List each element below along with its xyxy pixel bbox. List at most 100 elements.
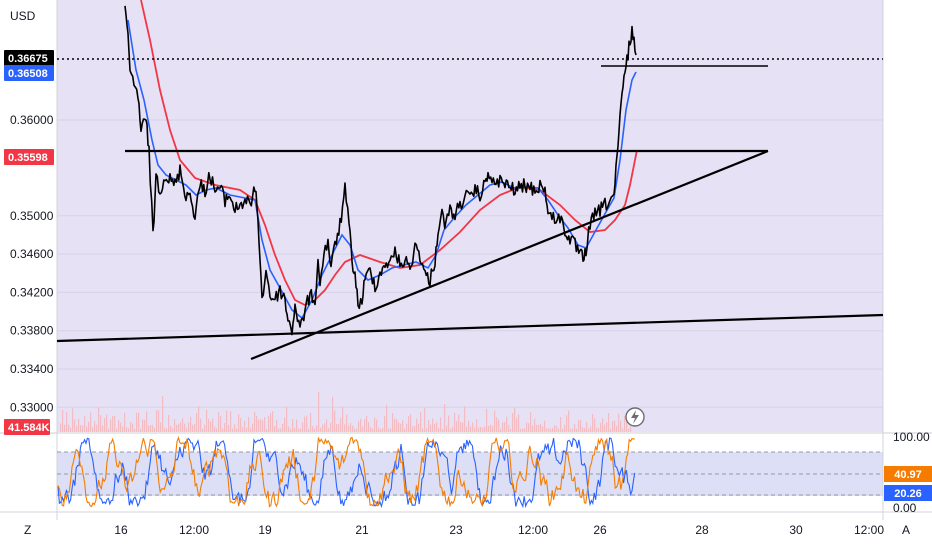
auto-scale-button[interactable]: A (902, 523, 910, 537)
volume-bar (350, 423, 352, 432)
volume-bar (238, 414, 240, 432)
volume-bar (490, 424, 492, 432)
volume-bar (514, 407, 516, 432)
volume-badge: 41.584K (4, 419, 50, 435)
volume-bar (528, 423, 530, 432)
volume-bar (268, 415, 270, 432)
volume-bar (322, 424, 324, 432)
volume-bar (320, 427, 322, 432)
volume-bar (308, 428, 310, 432)
volume-bar (298, 428, 300, 432)
volume-bar (464, 406, 466, 432)
volume-bar (98, 407, 100, 432)
volume-bars (60, 392, 632, 432)
volume-bar (176, 424, 178, 432)
volume-bar (252, 423, 254, 432)
volume-bar (582, 427, 584, 432)
volume-bar (598, 428, 600, 432)
volume-bar (626, 421, 628, 432)
volume-bar (624, 415, 626, 432)
volume-bar (502, 422, 504, 432)
volume-bar (616, 425, 618, 432)
volume-bar (292, 419, 294, 432)
volume-bar (88, 421, 90, 432)
volume-bar (396, 419, 398, 432)
volume-bar (84, 416, 86, 432)
volume-bar (86, 426, 88, 432)
volume-bar (562, 428, 564, 432)
volume-bar (218, 412, 220, 432)
volume-bar (372, 428, 374, 432)
volume-bar (136, 412, 138, 432)
osc-d-badge: 40.97 (884, 466, 932, 482)
slow-ema-badge-bg (4, 149, 54, 165)
currency-label: USD (10, 9, 36, 23)
volume-bar (206, 409, 208, 432)
volume-bar (184, 423, 186, 432)
volume-bar (124, 412, 126, 432)
volume-bar (450, 428, 452, 432)
volume-bar (226, 410, 228, 432)
volume-bar (174, 419, 176, 432)
y-tick-label: 0.34600 (10, 247, 54, 261)
volume-bar (214, 426, 216, 432)
lightning-icon-bolt (631, 410, 639, 424)
volume-bar (548, 428, 550, 432)
volume-bar (370, 427, 372, 432)
volume-bar (278, 428, 280, 432)
zoom-button[interactable]: Z (24, 523, 31, 537)
support-trendline[interactable] (56, 313, 884, 343)
volume-bar (256, 416, 258, 432)
volume-bar (344, 424, 346, 432)
volume-bar (494, 410, 496, 432)
last-price-badge-bg (4, 50, 54, 66)
volume-bar (630, 426, 632, 432)
volume-bar (234, 424, 236, 432)
volume-bar (564, 424, 566, 432)
volume-bar (78, 418, 80, 432)
volume-bar (474, 427, 476, 432)
volume-bar (574, 424, 576, 432)
volume-bar (506, 416, 508, 432)
volume-bar (622, 428, 624, 432)
volume-bar (154, 427, 156, 432)
fast-ema-badge-bg (4, 65, 54, 81)
lightning-icon[interactable] (625, 407, 645, 427)
volume-bar (498, 419, 500, 432)
volume-bar (628, 428, 630, 432)
volume-bar (236, 428, 238, 432)
y-tick-label: 0.33400 (10, 362, 54, 376)
volume-bar (340, 418, 342, 432)
osc-tick-100: 100.00 (893, 430, 930, 444)
volume-bar (610, 428, 612, 432)
volume-bar (432, 418, 434, 432)
volume-bar (272, 411, 274, 432)
volume-bar (168, 415, 170, 432)
volume-bar (104, 418, 106, 432)
volume-bar (192, 424, 194, 432)
volume-bar (504, 422, 506, 432)
volume-bar (106, 414, 108, 432)
volume-bar (446, 425, 448, 432)
volume-bar (586, 422, 588, 432)
volume-bar (392, 413, 394, 432)
y-tick-label: 0.33800 (10, 324, 54, 338)
volume-bar (456, 421, 458, 432)
volume-bar (508, 425, 510, 432)
volume-bar (358, 421, 360, 432)
rising-trendline[interactable] (250, 149, 769, 361)
volume-bar (134, 428, 136, 432)
volume-bar (74, 419, 76, 432)
x-tick-label: 23 (449, 523, 463, 537)
volume-bar (478, 427, 480, 432)
volume-bar (530, 412, 532, 432)
volume-bar (224, 422, 226, 432)
volume-bar (442, 428, 444, 432)
volume-bar (240, 418, 242, 432)
volume-bar (108, 428, 110, 432)
volume-bar (166, 428, 168, 432)
volume-bar (398, 422, 400, 432)
fast-ema-badge: 0.36508 (4, 65, 54, 81)
volume-badge-bg (4, 419, 50, 435)
volume-bar (286, 407, 288, 432)
